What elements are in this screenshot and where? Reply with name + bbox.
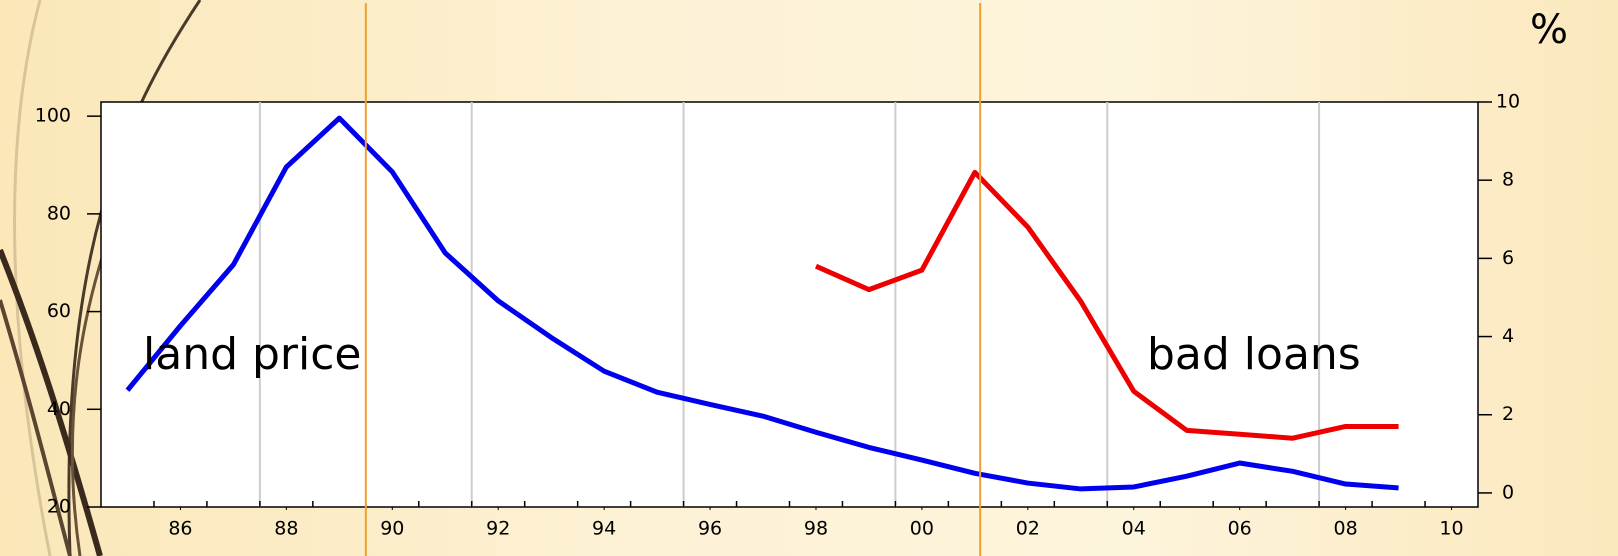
x-tick-label: 02 xyxy=(1016,518,1040,540)
y-tick-label: 40 xyxy=(47,398,71,420)
y2-tick-label: 0 xyxy=(1502,481,1514,503)
x-tick-label: 88 xyxy=(274,518,298,540)
x-tick-label: 04 xyxy=(1122,518,1146,540)
x-tick-label: 92 xyxy=(486,518,510,540)
x-tick-label: 90 xyxy=(380,518,404,540)
x-tick-label: 06 xyxy=(1228,518,1252,540)
annotation: bad loans xyxy=(1147,329,1361,380)
x-tick-label: 94 xyxy=(592,518,616,540)
x-tick-label: 96 xyxy=(698,518,722,540)
y2-tick-label: 8 xyxy=(1502,169,1514,191)
y-tick-label: 100 xyxy=(35,105,71,127)
y2-unit: % xyxy=(1530,7,1568,53)
x-tick-label: 00 xyxy=(910,518,934,540)
annotation: land price xyxy=(143,329,362,380)
plot-area xyxy=(100,101,1479,508)
x-tick-label: 10 xyxy=(1439,518,1463,540)
x-tick-label: 86 xyxy=(168,518,192,540)
series-line xyxy=(814,169,1399,441)
y2-tick-label: 4 xyxy=(1502,325,1514,347)
y2-tick-label: 2 xyxy=(1502,403,1514,425)
y-tick-label: 80 xyxy=(47,202,71,224)
y2-tick-label: 10 xyxy=(1496,91,1520,113)
x-tick-label: 98 xyxy=(804,518,828,540)
series-line xyxy=(125,115,1399,492)
y-tick-label: 20 xyxy=(47,496,71,518)
y2-tick-label: 6 xyxy=(1502,247,1514,269)
x-tick-label: 08 xyxy=(1334,518,1358,540)
y-tick-label: 60 xyxy=(47,300,71,322)
